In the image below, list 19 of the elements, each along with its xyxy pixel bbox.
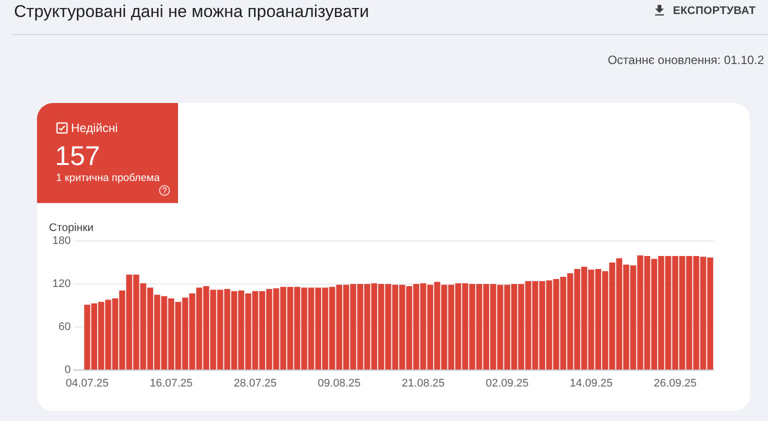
x-tick-label: 26.09.25 — [654, 378, 697, 390]
x-tick-label: 09.08.25 — [318, 378, 361, 390]
x-tick-label: 16.07.25 — [150, 378, 193, 390]
x-tick-label: 21.08.25 — [402, 378, 445, 390]
y-tick-label: 0 — [64, 364, 71, 376]
x-tick-label: 04.07.25 — [66, 378, 109, 390]
text: Останнє оновлення: 01.10.2 — [608, 53, 764, 68]
y-tick-label: 60 — [58, 321, 71, 334]
x-tick-label: 14.09.25 — [570, 378, 613, 390]
x-tick-label: 28.07.25 — [234, 378, 277, 390]
chart-title: Структуровані дані не можна проаналізувати — [14, 1, 369, 23]
y-tick-label: 120 — [52, 278, 71, 290]
x-tick-label: 02.09.25 — [486, 378, 529, 390]
text: 1 критична проблема — [56, 172, 160, 185]
y-axis-title: Сторінки — [49, 222, 94, 235]
y-tick-label: 180 — [52, 235, 71, 248]
text: 157 — [55, 141, 100, 171]
text: Недійсні — [71, 121, 118, 135]
text: ЕКСПОРТУВАТ — [673, 4, 756, 18]
